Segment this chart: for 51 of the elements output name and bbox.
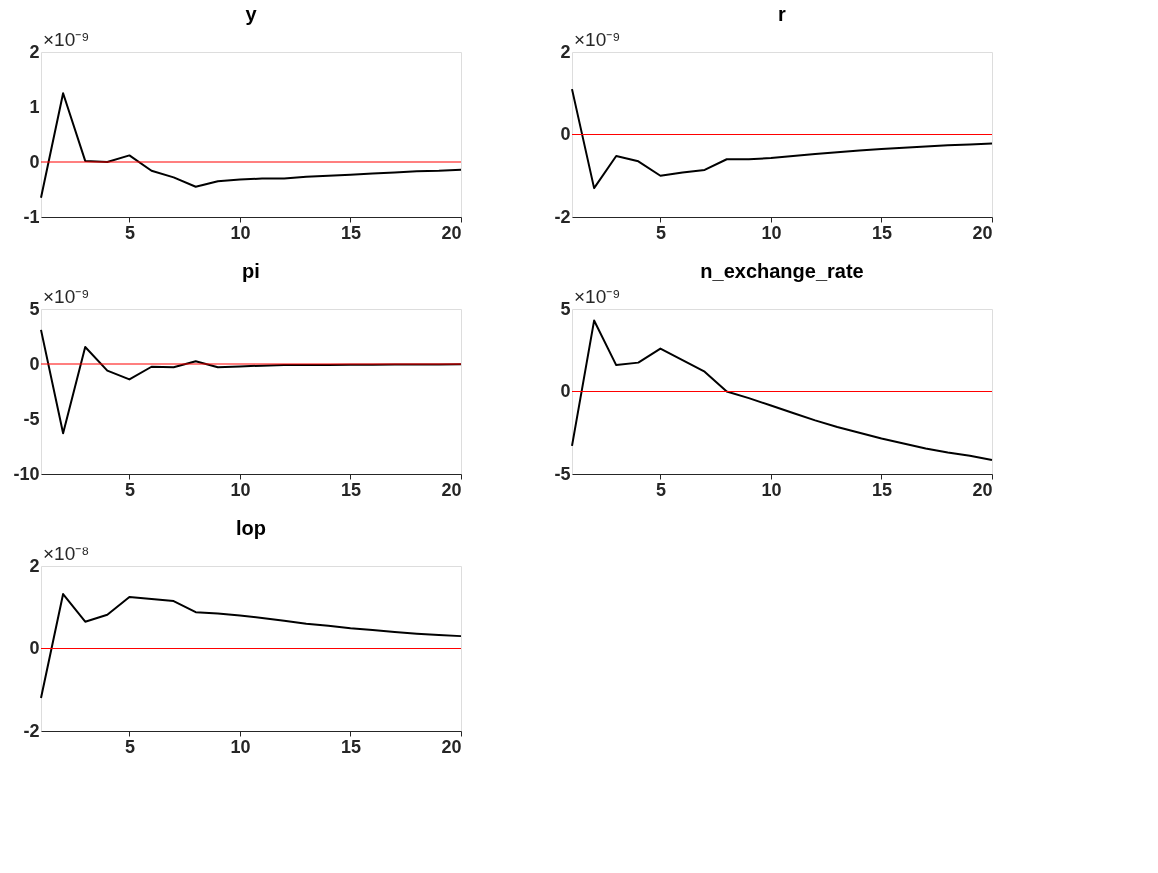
y-tick-label: 0 <box>29 638 40 658</box>
y-tick-label: 0 <box>29 151 40 172</box>
chart-title: lop <box>236 517 266 539</box>
text: ×10⁻⁹ <box>574 286 621 307</box>
chart-title: n_exchange_rate <box>700 260 864 282</box>
x-tick-label: 5 <box>124 222 135 243</box>
chart-title: y <box>245 3 258 25</box>
line-series <box>571 319 993 461</box>
text: ×10⁻⁸ <box>43 543 90 564</box>
y-tick-label: 2 <box>560 41 571 62</box>
x-tick-label: 5 <box>655 222 666 243</box>
y-tick-label: -10 <box>13 463 40 484</box>
y-tick-label: 1 <box>29 96 40 117</box>
y-tick-label: 5 <box>29 298 40 319</box>
x-tick-label: 10 <box>761 222 782 243</box>
x-tick-label: 10 <box>230 736 251 757</box>
x-tick-label: 15 <box>340 222 361 243</box>
x-tick-label: 20 <box>441 222 462 243</box>
chart-title: pi <box>242 260 260 282</box>
x-tick-label: 10 <box>761 479 782 500</box>
y-tick-label: -1 <box>23 206 40 227</box>
text: ×10⁻⁹ <box>43 286 90 307</box>
x-tick-label: 5 <box>124 479 135 500</box>
y-tick-label: 0 <box>560 381 571 401</box>
x-tick-label: 15 <box>340 479 361 500</box>
x-tick-label: 15 <box>340 736 361 757</box>
y-tick-label: 2 <box>29 555 40 576</box>
y-tick-label: -5 <box>554 463 571 484</box>
x-tick-label: 20 <box>441 479 462 500</box>
y-tick-label: 5 <box>560 298 571 319</box>
line-series <box>40 92 462 199</box>
chart-title: r <box>778 3 787 25</box>
y-tick-label: 2 <box>29 41 40 62</box>
line-series <box>40 593 462 699</box>
y-tick-label: -2 <box>554 206 571 227</box>
y-tick-label: -5 <box>23 408 40 429</box>
x-tick-label: 15 <box>871 479 892 500</box>
x-tick-label: 20 <box>441 736 462 757</box>
text: ×10⁻⁹ <box>43 29 90 50</box>
x-tick-label: 20 <box>972 222 993 243</box>
x-tick-label: 15 <box>871 222 892 243</box>
x-tick-label: 10 <box>230 479 251 500</box>
x-tick-label: 5 <box>655 479 666 500</box>
x-tick-label: 20 <box>972 479 993 500</box>
y-tick-label: 0 <box>560 124 571 144</box>
y-tick-label: -2 <box>23 720 40 741</box>
line-series <box>571 88 993 190</box>
x-tick-label: 5 <box>124 736 135 757</box>
y-tick-label: 0 <box>29 353 40 374</box>
text: ×10⁻⁹ <box>574 29 621 50</box>
x-tick-label: 10 <box>230 222 251 243</box>
